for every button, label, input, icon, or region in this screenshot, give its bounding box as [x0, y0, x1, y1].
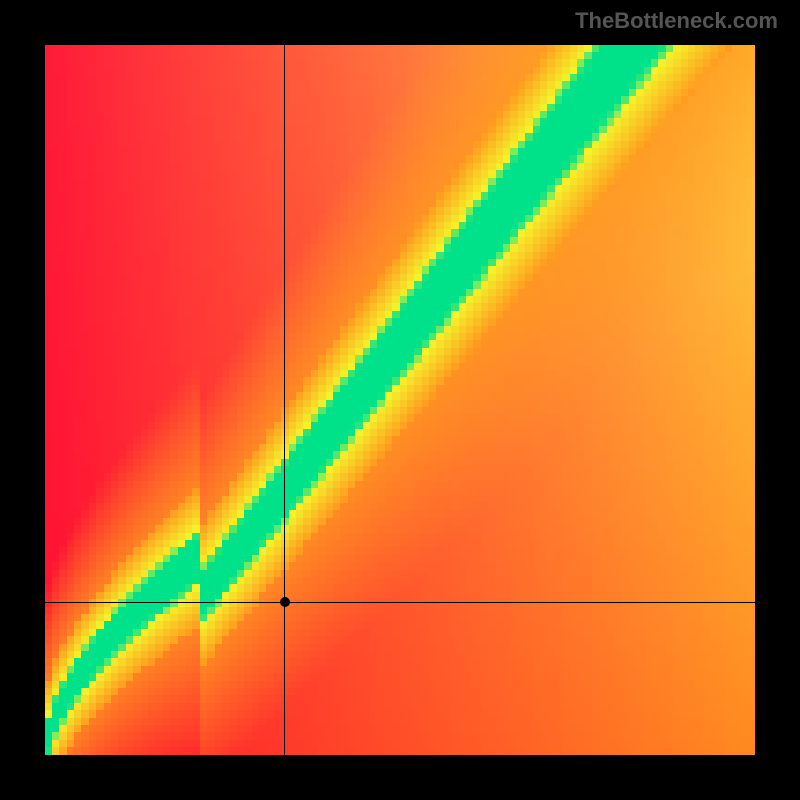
watermark-text: TheBottleneck.com	[575, 8, 778, 34]
chart-container: { "watermark": { "text": "TheBottleneck.…	[0, 0, 800, 800]
crosshair-horizontal	[45, 602, 755, 603]
crosshair-vertical	[284, 45, 285, 755]
bottleneck-heatmap	[45, 45, 755, 755]
